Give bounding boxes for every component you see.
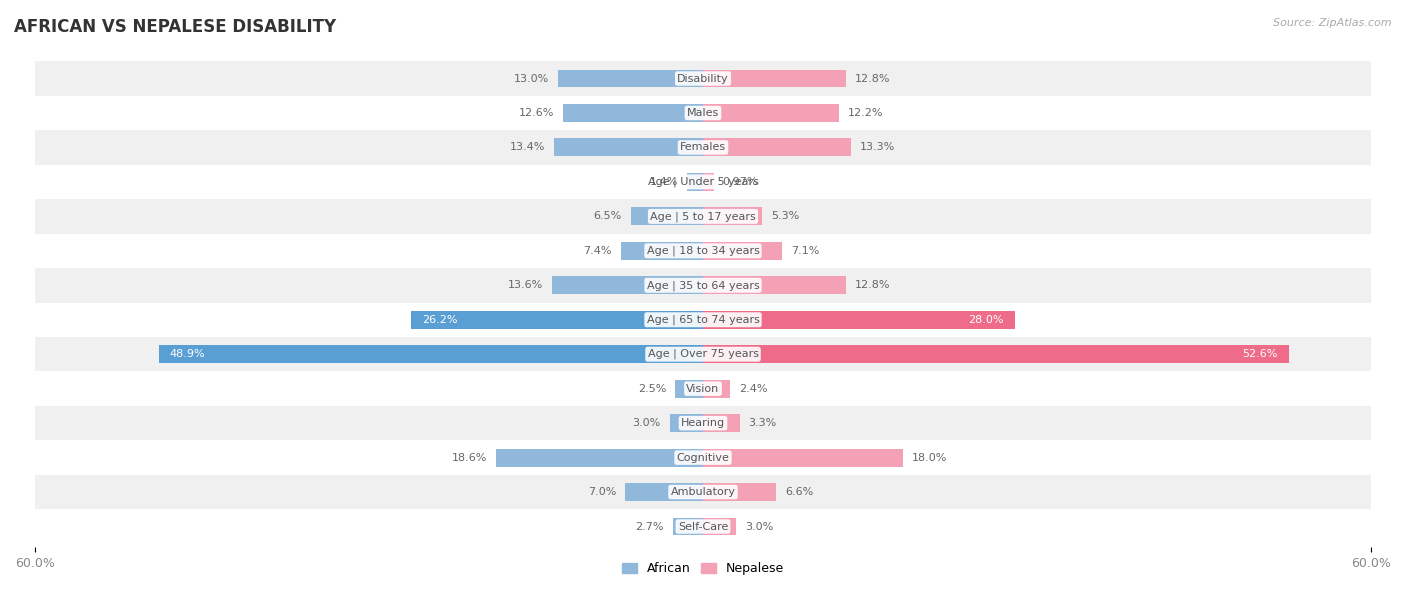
Bar [35,441,1371,475]
Bar [669,414,703,432]
Text: Age | 35 to 64 years: Age | 35 to 64 years [647,280,759,291]
Bar [35,268,1371,302]
Bar [496,449,703,466]
Bar [703,379,730,398]
Text: 12.8%: 12.8% [855,73,890,83]
Text: Vision: Vision [686,384,720,394]
Bar [703,518,737,536]
Bar [35,406,1371,441]
Bar [703,345,1289,363]
Text: Disability: Disability [678,73,728,83]
Text: 12.8%: 12.8% [855,280,890,290]
Bar [703,173,714,191]
Text: 52.6%: 52.6% [1241,349,1278,359]
Bar [562,104,703,122]
Bar [35,234,1371,268]
Bar [631,207,703,225]
Bar [688,173,703,191]
Bar [412,311,703,329]
Bar [35,199,1371,234]
Text: 7.4%: 7.4% [583,246,612,256]
Bar [703,311,1015,329]
Bar [703,414,740,432]
Text: 13.0%: 13.0% [515,73,550,83]
Text: Hearing: Hearing [681,418,725,428]
Text: 7.1%: 7.1% [792,246,820,256]
Text: 6.6%: 6.6% [786,487,814,497]
Text: 12.2%: 12.2% [848,108,883,118]
Text: 1.4%: 1.4% [650,177,679,187]
Text: 26.2%: 26.2% [422,315,458,325]
Bar [626,483,703,501]
Bar [703,138,851,157]
Bar [551,277,703,294]
Bar [703,277,845,294]
Text: 2.5%: 2.5% [638,384,666,394]
Text: 2.4%: 2.4% [738,384,768,394]
Text: Age | 18 to 34 years: Age | 18 to 34 years [647,245,759,256]
Text: 28.0%: 28.0% [969,315,1004,325]
Text: 13.3%: 13.3% [860,143,896,152]
Text: 12.6%: 12.6% [519,108,554,118]
Bar [35,337,1371,371]
Text: 0.97%: 0.97% [723,177,758,187]
Bar [703,242,782,259]
Bar [703,483,776,501]
Bar [558,70,703,88]
Bar [35,509,1371,543]
Bar [703,449,904,466]
Text: 3.0%: 3.0% [745,521,773,531]
Text: Females: Females [681,143,725,152]
Legend: African, Nepalese: African, Nepalese [617,557,789,580]
Text: 18.0%: 18.0% [912,453,948,463]
Bar [35,371,1371,406]
Bar [703,70,845,88]
Text: 2.7%: 2.7% [636,521,664,531]
Text: Age | Under 5 years: Age | Under 5 years [648,177,758,187]
Text: 48.9%: 48.9% [170,349,205,359]
Text: Source: ZipAtlas.com: Source: ZipAtlas.com [1274,18,1392,28]
Text: Age | 5 to 17 years: Age | 5 to 17 years [650,211,756,222]
Bar [703,207,762,225]
Bar [35,475,1371,509]
Text: 5.3%: 5.3% [770,211,799,222]
Text: 6.5%: 6.5% [593,211,621,222]
Bar [703,104,839,122]
Bar [35,130,1371,165]
Text: Ambulatory: Ambulatory [671,487,735,497]
Text: 13.6%: 13.6% [508,280,543,290]
Bar [554,138,703,157]
Text: Self-Care: Self-Care [678,521,728,531]
Text: Males: Males [688,108,718,118]
Text: 7.0%: 7.0% [588,487,616,497]
Text: 18.6%: 18.6% [451,453,486,463]
Bar [675,379,703,398]
Bar [620,242,703,259]
Bar [159,345,703,363]
Text: 3.3%: 3.3% [748,418,778,428]
Bar [35,95,1371,130]
Text: Age | 65 to 74 years: Age | 65 to 74 years [647,315,759,325]
Text: AFRICAN VS NEPALESE DISABILITY: AFRICAN VS NEPALESE DISABILITY [14,18,336,36]
Bar [35,61,1371,95]
Bar [35,165,1371,199]
Text: Cognitive: Cognitive [676,453,730,463]
Bar [673,518,703,536]
Text: Age | Over 75 years: Age | Over 75 years [648,349,758,359]
Bar [35,302,1371,337]
Text: 13.4%: 13.4% [509,143,546,152]
Text: 3.0%: 3.0% [633,418,661,428]
